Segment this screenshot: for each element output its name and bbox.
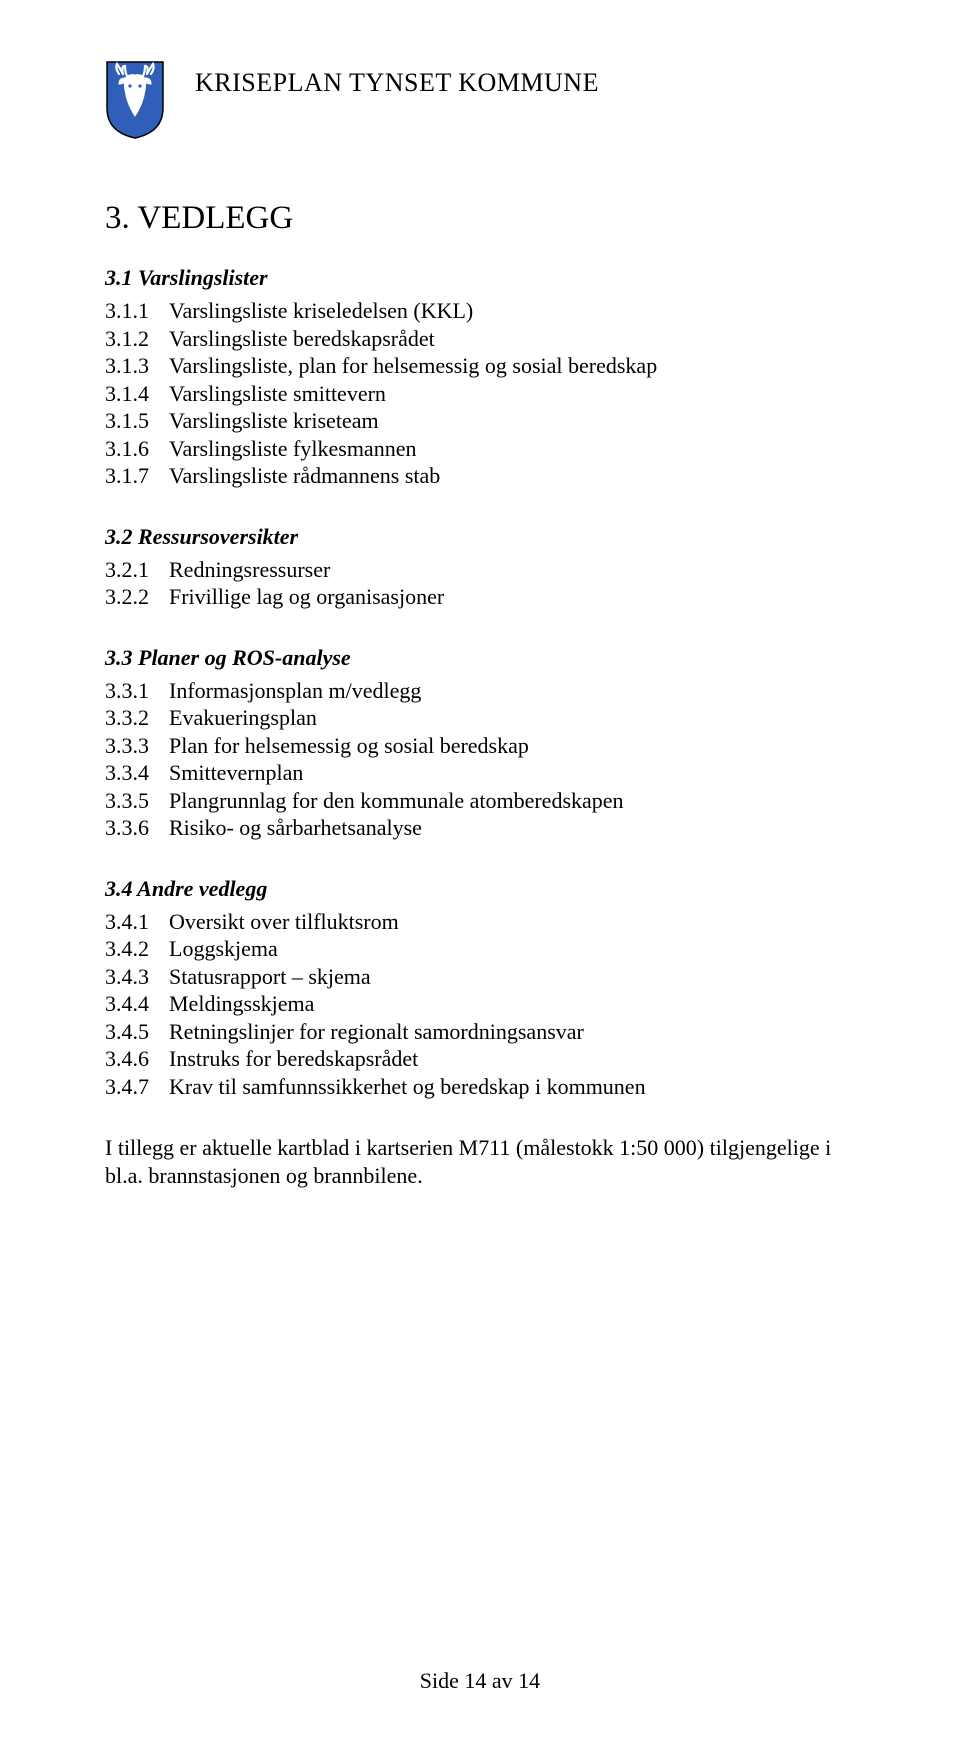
list-item: 3.1.6Varslingsliste fylkesmannen <box>105 435 855 463</box>
list-item: 3.2.1Redningsressurser <box>105 556 855 584</box>
list-item-text: Statusrapport – skjema <box>169 963 855 991</box>
section-heading: 3.1 Varslingslister <box>105 265 855 291</box>
list-item-text: Varslingsliste beredskapsrådet <box>169 325 855 353</box>
list-item-number: 3.2.2 <box>105 583 169 611</box>
list-item: 3.3.2Evakueringsplan <box>105 704 855 732</box>
list-item-number: 3.4.1 <box>105 908 169 936</box>
list-item: 3.4.4Meldingsskjema <box>105 990 855 1018</box>
list-item-text: Retningslinjer for regionalt samordnings… <box>169 1018 855 1046</box>
list-item: 3.3.1Informasjonsplan m/vedlegg <box>105 677 855 705</box>
list-item-number: 3.3.4 <box>105 759 169 787</box>
list-item-number: 3.1.4 <box>105 380 169 408</box>
list-item-number: 3.4.4 <box>105 990 169 1018</box>
list-item-number: 3.1.3 <box>105 352 169 380</box>
list-item: 3.4.1Oversikt over tilfluktsrom <box>105 908 855 936</box>
list-item-number: 3.4.5 <box>105 1018 169 1046</box>
page: KRISEPLAN TYNSET KOMMUNE 3. VEDLEGG 3.1 … <box>0 0 960 1749</box>
list-item-text: Plangrunnlag for den kommunale atombered… <box>169 787 855 815</box>
list-item-number: 3.3.3 <box>105 732 169 760</box>
list-item-text: Frivillige lag og organisasjoner <box>169 583 855 611</box>
list-item: 3.3.4Smittevernplan <box>105 759 855 787</box>
list-item-text: Oversikt over tilfluktsrom <box>169 908 855 936</box>
list-item-text: Risiko- og sårbarhetsanalyse <box>169 814 855 842</box>
list-item-text: Redningsressurser <box>169 556 855 584</box>
list-item-text: Plan for helsemessig og sosial beredskap <box>169 732 855 760</box>
header-title: KRISEPLAN TYNSET KOMMUNE <box>195 68 599 98</box>
list-item-number: 3.2.1 <box>105 556 169 584</box>
section: 3.1 Varslingslister3.1.1Varslingsliste k… <box>105 265 855 490</box>
list-item: 3.1.4Varslingsliste smittevern <box>105 380 855 408</box>
list-item: 3.1.5Varslingsliste kriseteam <box>105 407 855 435</box>
list-item-number: 3.1.6 <box>105 435 169 463</box>
list-item-number: 3.3.1 <box>105 677 169 705</box>
section: 3.4 Andre vedlegg 3.4.1Oversikt over tilf… <box>105 876 855 1101</box>
list-item-text: Varslingsliste rådmannens stab <box>169 462 855 490</box>
list-item: 3.4.3Statusrapport – skjema <box>105 963 855 991</box>
page-footer: Side 14 av 14 <box>0 1668 960 1694</box>
list-item-number: 3.1.7 <box>105 462 169 490</box>
list-item-text: Instruks for beredskapsrådet <box>169 1045 855 1073</box>
list-item-text: Loggskjema <box>169 935 855 963</box>
list-item-text: Krav til samfunnssikkerhet og beredskap … <box>169 1073 855 1101</box>
list-item: 3.1.2Varslingsliste beredskapsrådet <box>105 325 855 353</box>
list-item-text: Varslingsliste kriseteam <box>169 407 855 435</box>
list-item: 3.4.6Instruks for beredskapsrådet <box>105 1045 855 1073</box>
section-heading: 3.2 Ressursoversikter <box>105 524 855 550</box>
list-item-number: 3.3.6 <box>105 814 169 842</box>
list-item: 3.3.6Risiko- og sårbarhetsanalyse <box>105 814 855 842</box>
page-title: 3. VEDLEGG <box>105 200 855 237</box>
list-item-number: 3.1.1 <box>105 297 169 325</box>
list-item: 3.3.5Plangrunnlag for den kommunale atom… <box>105 787 855 815</box>
list-item: 3.1.7Varslingsliste rådmannens stab <box>105 462 855 490</box>
trailing-paragraph: I tillegg er aktuelle kartblad i kartser… <box>105 1134 855 1189</box>
list-item-text: Smittevernplan <box>169 759 855 787</box>
section-heading: 3.3 Planer og ROS-analyse <box>105 645 855 671</box>
list-item: 3.2.2Frivillige lag og organisasjoner <box>105 583 855 611</box>
list-item: 3.3.3Plan for helsemessig og sosial bere… <box>105 732 855 760</box>
list-item-text: Varslingsliste fylkesmannen <box>169 435 855 463</box>
sections-container: 3.1 Varslingslister3.1.1Varslingsliste k… <box>105 265 855 1100</box>
list-item-number: 3.4.2 <box>105 935 169 963</box>
list-item-text: Varslingsliste, plan for helsemessig og … <box>169 352 855 380</box>
list-item-text: Varslingsliste kriseledelsen (KKL) <box>169 297 855 325</box>
list-item-text: Evakueringsplan <box>169 704 855 732</box>
list-item-number: 3.4.7 <box>105 1073 169 1101</box>
list-item-text: Meldingsskjema <box>169 990 855 1018</box>
list-item-number: 3.3.2 <box>105 704 169 732</box>
section-heading: 3.4 Andre vedlegg <box>105 876 855 902</box>
section: 3.2 Ressursoversikter 3.2.1Redningsressur… <box>105 524 855 611</box>
list-item-number: 3.3.5 <box>105 787 169 815</box>
list-item: 3.1.1Varslingsliste kriseledelsen (KKL) <box>105 297 855 325</box>
list-item-text: Varslingsliste smittevern <box>169 380 855 408</box>
list-item-number: 3.1.5 <box>105 407 169 435</box>
list-item: 3.4.2Loggskjema <box>105 935 855 963</box>
list-item-number: 3.4.6 <box>105 1045 169 1073</box>
municipality-shield-icon <box>105 60 165 140</box>
list-item: 3.4.5Retningslinjer for regionalt samord… <box>105 1018 855 1046</box>
page-header: KRISEPLAN TYNSET KOMMUNE <box>105 60 855 140</box>
list-item-number: 3.4.3 <box>105 963 169 991</box>
list-item-text: Informasjonsplan m/vedlegg <box>169 677 855 705</box>
section: 3.3 Planer og ROS-analyse 3.3.1Informasjo… <box>105 645 855 842</box>
list-item-number: 3.1.2 <box>105 325 169 353</box>
list-item: 3.1.3Varslingsliste, plan for helsemessi… <box>105 352 855 380</box>
list-item: 3.4.7Krav til samfunnssikkerhet og bered… <box>105 1073 855 1101</box>
